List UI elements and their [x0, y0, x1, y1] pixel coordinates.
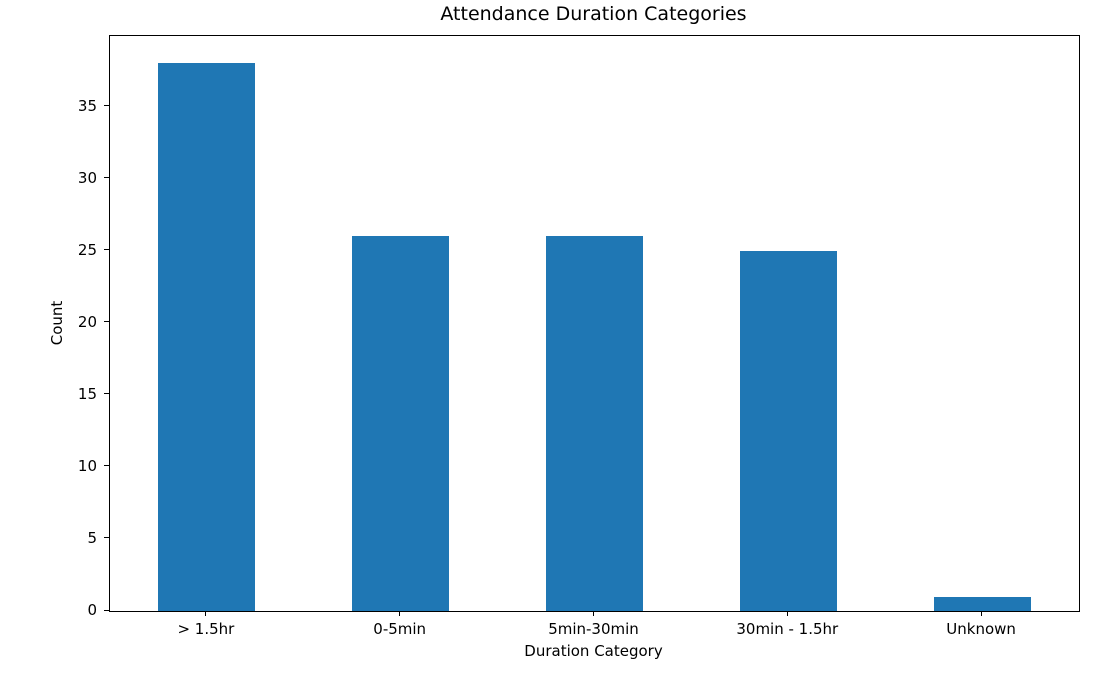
y-tick-label: 5: [87, 528, 97, 547]
chart-title: Attendance Duration Categories: [440, 3, 747, 25]
y-tick-label: 35: [77, 96, 97, 115]
bar: [352, 236, 450, 611]
x-tick-label: 5min-30min: [548, 620, 639, 638]
y-tick-label: 30: [77, 168, 97, 187]
y-tick-mark: [104, 177, 109, 179]
y-tick-label: 10: [77, 456, 97, 475]
y-tick-label: 20: [77, 312, 97, 331]
bar: [546, 236, 643, 611]
y-tick-mark: [104, 537, 109, 539]
x-tick-mark: [593, 611, 594, 616]
x-tick-label: Unknown: [946, 620, 1016, 638]
y-tick-mark: [104, 249, 109, 251]
x-tick-mark: [786, 611, 788, 616]
x-tick-mark: [205, 611, 207, 616]
y-tick-mark: [104, 105, 109, 107]
y-tick-label: 0: [87, 601, 97, 619]
x-axis-label: Duration Category: [524, 642, 663, 660]
y-tick-mark: [104, 321, 109, 323]
x-tick-label: 30min - 1.5hr: [736, 620, 839, 638]
y-tick-mark: [104, 393, 109, 395]
y-tick-mark: [104, 465, 109, 467]
bar: [739, 250, 837, 611]
bar: [158, 63, 256, 611]
plot-area: [109, 35, 1080, 612]
y-tick-label: 15: [77, 384, 97, 403]
y-tick-label: 25: [77, 240, 97, 259]
x-tick-mark: [980, 611, 982, 616]
x-tick-mark: [399, 611, 401, 616]
x-tick-label: 0-5min: [373, 620, 427, 638]
x-tick-label: > 1.5hr: [177, 620, 235, 638]
y-tick-mark: [104, 609, 109, 611]
bar: [933, 596, 1031, 611]
